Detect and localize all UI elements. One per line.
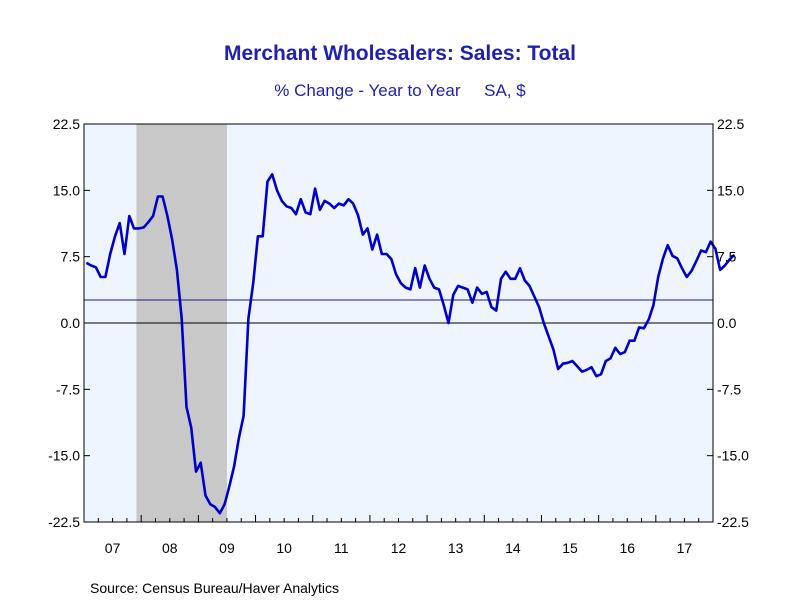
source-note: Source: Census Bureau/Haver Analytics: [90, 580, 339, 596]
y-tick-label-left: 15.0: [53, 182, 80, 198]
x-tick-label: 09: [219, 540, 235, 556]
y-tick-label-left: 7.5: [61, 249, 81, 265]
x-tick-label: 12: [391, 540, 407, 556]
series-line: [85, 173, 736, 515]
y-tick-label-right: 15.0: [717, 182, 744, 198]
y-tick-label-right: 7.5: [717, 249, 737, 265]
y-tick-label-right: 0.0: [717, 315, 737, 331]
y-tick-label-right: -7.5: [717, 381, 741, 397]
chart-title: Merchant Wholesalers: Sales: Total: [224, 42, 576, 65]
x-tick-label: 07: [105, 540, 121, 556]
y-tick-label-right: -15.0: [717, 448, 749, 464]
y-tick-label-left: -7.5: [56, 381, 80, 397]
x-tick-label: 15: [562, 540, 578, 556]
x-tick-label: 10: [276, 540, 292, 556]
chart-subtitle: % Change - Year to Year SA, $: [274, 81, 526, 100]
y-tick-label-left: -15.0: [48, 448, 80, 464]
x-tick-label: 16: [619, 540, 635, 556]
y-tick-label-left: 0.0: [61, 315, 81, 331]
y-tick-label-left: 22.5: [53, 116, 80, 132]
x-tick-label: 11: [334, 540, 349, 556]
x-tick-label: 17: [677, 540, 693, 556]
y-tick-label-right: 22.5: [717, 116, 744, 132]
x-tick-label: 08: [162, 540, 178, 556]
x-tick-label: 13: [448, 540, 464, 556]
x-tick-label: 14: [505, 540, 521, 556]
y-tick-label-right: -22.5: [717, 514, 749, 530]
y-tick-label-left: -22.5: [48, 514, 80, 530]
